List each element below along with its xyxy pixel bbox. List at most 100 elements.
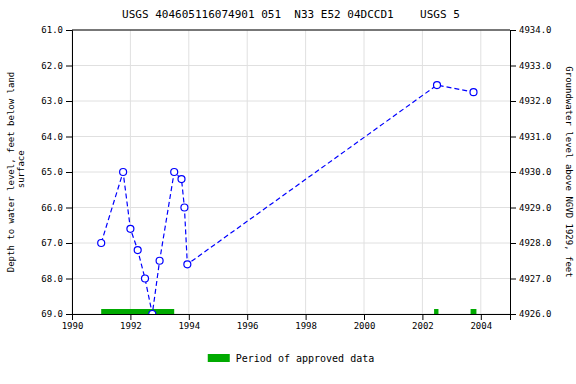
- point: [470, 89, 477, 96]
- y2-axis-tick-mark: [510, 243, 516, 244]
- x-axis-tick-mark: [481, 314, 482, 320]
- y-axis-tick: 69.0: [41, 309, 72, 319]
- point: [178, 176, 185, 183]
- x-axis-tick-label: 1996: [237, 321, 259, 331]
- y-axis-tick-mark: [66, 101, 72, 102]
- point: [120, 169, 127, 176]
- y-axis-line: [66, 31, 73, 315]
- y-axis-tick-mark: [66, 172, 72, 173]
- x-axis-tick-mark: [422, 314, 423, 320]
- y-axis-tick: 64.0: [41, 132, 72, 142]
- y2-axis-tick: 4931.0: [510, 132, 552, 142]
- x-axis-tick-mark: [364, 314, 365, 320]
- y2-axis: 4926.04927.04928.04929.04930.04931.04932…: [510, 25, 552, 319]
- y-axis-tick-label: 62.0: [41, 61, 63, 71]
- y-axis-tick-mark: [66, 66, 72, 67]
- y2-axis-tick-label: 4926.0: [519, 309, 552, 319]
- y2-axis-tick-label: 4933.0: [519, 61, 552, 71]
- y2-axis-tick-label: 4929.0: [519, 203, 552, 213]
- point: [98, 240, 105, 247]
- y-axis-tick-label: 64.0: [41, 132, 63, 142]
- y2-axis-tick-mark: [510, 208, 516, 209]
- y-axis-tick-mark: [66, 279, 72, 280]
- y-axis: 61.0 62.0 63.0 64.0 65.0 66.0 67.0 68.0 69.0: [41, 25, 72, 319]
- y-axis-tick: 67.0: [41, 238, 72, 248]
- y-axis-title: Depth to water level, feet below land su…: [6, 72, 26, 272]
- y-axis-tick-label: 65.0: [41, 167, 63, 177]
- y2-axis-tick-mark: [510, 101, 516, 102]
- point: [149, 311, 156, 315]
- grid-line-y: [72, 278, 510, 279]
- approved-period: [434, 309, 438, 314]
- x-axis-tick: 2004: [470, 314, 492, 331]
- point: [127, 225, 134, 232]
- line: [101, 85, 473, 314]
- y2-axis-tick-label: 4928.0: [519, 238, 552, 248]
- frame-top: [72, 30, 510, 31]
- y-axis-tick-label: 69.0: [41, 309, 63, 319]
- x-axis-tick-label: 2000: [354, 321, 376, 331]
- point: [181, 204, 188, 211]
- y-axis-tick-mark: [66, 137, 72, 138]
- y2-axis-title: Groundwater level above NGVD 1929, feet: [564, 66, 574, 277]
- point: [156, 257, 163, 264]
- y-axis-tick: 66.0: [41, 203, 72, 213]
- x-axis-tick-label: 2004: [470, 321, 492, 331]
- x-axis: 1990 1992 1994 1996 1998 2000 2002 2004: [62, 314, 511, 331]
- grid-line-y: [72, 207, 510, 208]
- y2-axis-tick-label: 4931.0: [519, 132, 552, 142]
- y-axis-tick-label: 63.0: [41, 96, 63, 106]
- y2-axis-tick: 4927.0: [510, 274, 552, 284]
- y2-axis-tick-mark: [510, 137, 516, 138]
- legend-label: Period of approved data: [236, 353, 374, 364]
- y2-axis-tick-mark: [510, 172, 516, 173]
- x-axis-tick: 1994: [178, 314, 200, 331]
- y2-axis-tick-mark: [510, 314, 516, 315]
- legend: Period of approved data: [208, 353, 374, 364]
- y-axis-tick-mark: [66, 208, 72, 209]
- grid-line-y: [72, 65, 510, 66]
- grid-line-y: [72, 101, 510, 102]
- x-axis-tick-mark: [189, 314, 190, 320]
- y-axis-tick: 63.0: [41, 96, 72, 106]
- x-axis-tick: 1996: [237, 314, 259, 331]
- y2-axis-tick: 4929.0: [510, 203, 552, 213]
- grid-line-y: [72, 30, 510, 31]
- legend-item: Period of approved data: [208, 353, 374, 364]
- grid-line-y: [72, 243, 510, 244]
- y-axis-tick-label: 66.0: [41, 203, 63, 213]
- y-axis-tick-mark: [66, 30, 72, 31]
- grid: [72, 30, 510, 314]
- x-axis-tick-label: 1998: [295, 321, 317, 331]
- y-axis-tick: 68.0: [41, 274, 72, 284]
- y-axis-tick: 61.0: [41, 25, 72, 35]
- x-axis-tick-label: 1992: [120, 321, 142, 331]
- x-axis-tick: 2000: [354, 314, 376, 331]
- y2-axis-tick-mark: [510, 66, 516, 67]
- point: [134, 247, 141, 254]
- x-axis-tick-label: 1994: [178, 321, 200, 331]
- y2-axis-tick: 4930.0: [510, 167, 552, 177]
- y-axis-tick-label: 67.0: [41, 238, 63, 248]
- y-axis-tick-mark: [66, 314, 72, 315]
- point: [142, 275, 149, 282]
- plot: 1990 1992 1994 1996 1998 2000 2002 2004 61.0 62.0…: [41, 25, 551, 331]
- legend-swatch: [208, 354, 230, 362]
- y2-axis-tick-mark: [510, 279, 516, 280]
- y-axis-tick: 62.0: [41, 61, 72, 71]
- point: [434, 82, 441, 89]
- grid-line-y: [72, 136, 510, 137]
- y2-axis-tick-mark: [510, 30, 516, 31]
- y-axis-tick-label: 61.0: [41, 25, 63, 35]
- x-axis-tick-mark: [247, 314, 248, 320]
- x-axis-tick: 1990: [62, 314, 84, 331]
- grid-line-y: [72, 172, 510, 173]
- y2-axis-tick: 4926.0: [510, 309, 552, 319]
- approved-period: [471, 309, 477, 314]
- chart: 1990 1992 1994 1996 1998 2000 2002 2004 61.0 62.0…: [0, 0, 576, 384]
- approved-period: [101, 309, 174, 314]
- y2-axis-tick: 4933.0: [510, 61, 552, 71]
- x-axis-tick-label: 1990: [62, 321, 84, 331]
- x-axis-tick: 2002: [412, 314, 434, 331]
- marks: [98, 82, 477, 314]
